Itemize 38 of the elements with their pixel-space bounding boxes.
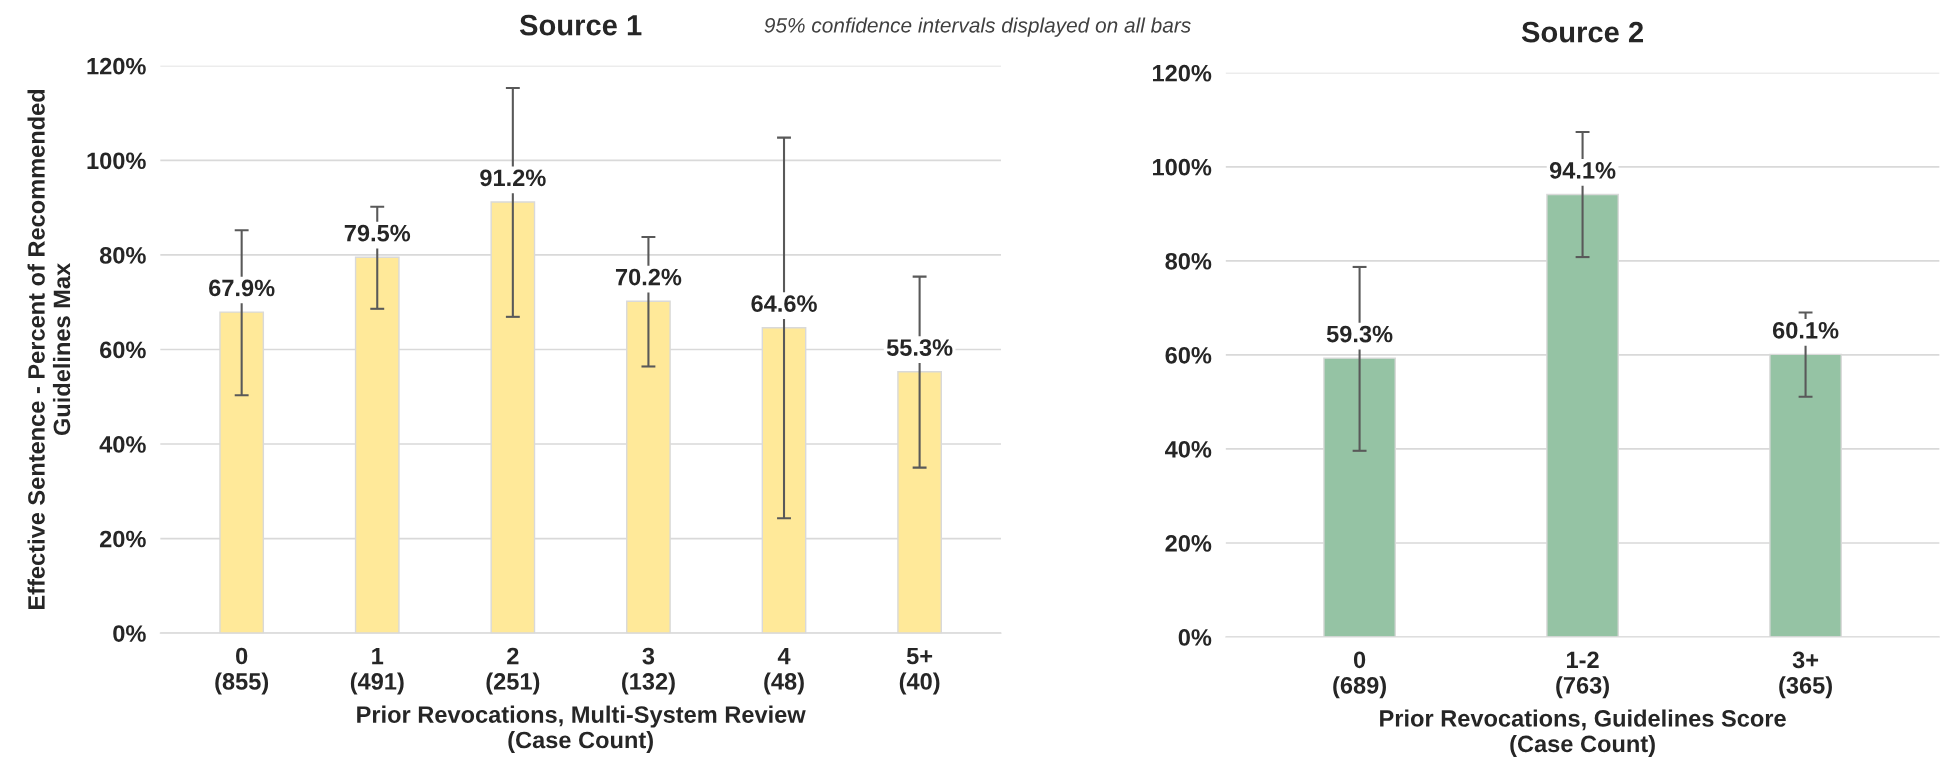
data-label: 60.1% — [1772, 321, 1839, 339]
y-tick-label: 100% — [1153, 158, 1212, 176]
y-tick-label: 20% — [1165, 535, 1212, 552]
x-tick-label: 2 (251) — [486, 647, 540, 695]
y-tick-label: 120% — [87, 57, 146, 75]
y-tick-label: 40% — [99, 436, 146, 453]
y-tick-label: 0% — [1178, 629, 1212, 646]
y-tick-label: 60% — [100, 341, 146, 359]
x-tick-label: 1 (491) — [350, 647, 404, 695]
y-tick-label: 80% — [99, 246, 146, 264]
chart-title: Source 1 — [519, 14, 642, 36]
x-tick-label: 3+ (365) — [1779, 651, 1832, 699]
x-tick-label: 5+ (40) — [899, 647, 940, 695]
data-label: 94.1% — [1549, 162, 1616, 179]
y-tick-label: 120% — [1153, 64, 1212, 82]
data-label: 79.5% — [344, 224, 411, 242]
data-label: 64.6% — [751, 295, 817, 312]
y-tick-label: 60% — [1165, 346, 1212, 364]
chart-title: Source 2 — [1521, 21, 1644, 43]
y-tick-label: 80% — [1165, 252, 1212, 270]
y-tick-label: 20% — [99, 530, 146, 548]
y-tick-label: 100% — [87, 152, 146, 170]
x-tick-label: 1-2 (763) — [1556, 651, 1609, 699]
x-tick-label: 3 (132) — [622, 647, 675, 695]
text: 95% confidence intervals displayed on all bars — [764, 17, 1191, 37]
data-label: 70.2% — [615, 268, 682, 286]
x-tick-label: 0 (689) — [1333, 651, 1386, 699]
y-axis-title: Effective Sentence - Percent of Recommended Guidelines Max — [27, 89, 71, 609]
x-tick-label: 0 (855) — [215, 647, 269, 695]
x-axis-title: Prior Revocations, Multi-System Review (Case Count) — [357, 705, 806, 754]
y-tick-label: 0% — [113, 625, 146, 642]
x-tick-label: 4 (48) — [764, 647, 804, 695]
y-tick-label: 40% — [1165, 440, 1212, 458]
data-label: 59.3% — [1326, 325, 1393, 343]
x-axis-title: Prior Revocations, Guidelines Score (Case Count) — [1380, 709, 1786, 757]
data-label: 67.9% — [209, 279, 275, 297]
data-label: 55.3% — [886, 339, 953, 356]
data-label: 91.2% — [480, 169, 546, 187]
